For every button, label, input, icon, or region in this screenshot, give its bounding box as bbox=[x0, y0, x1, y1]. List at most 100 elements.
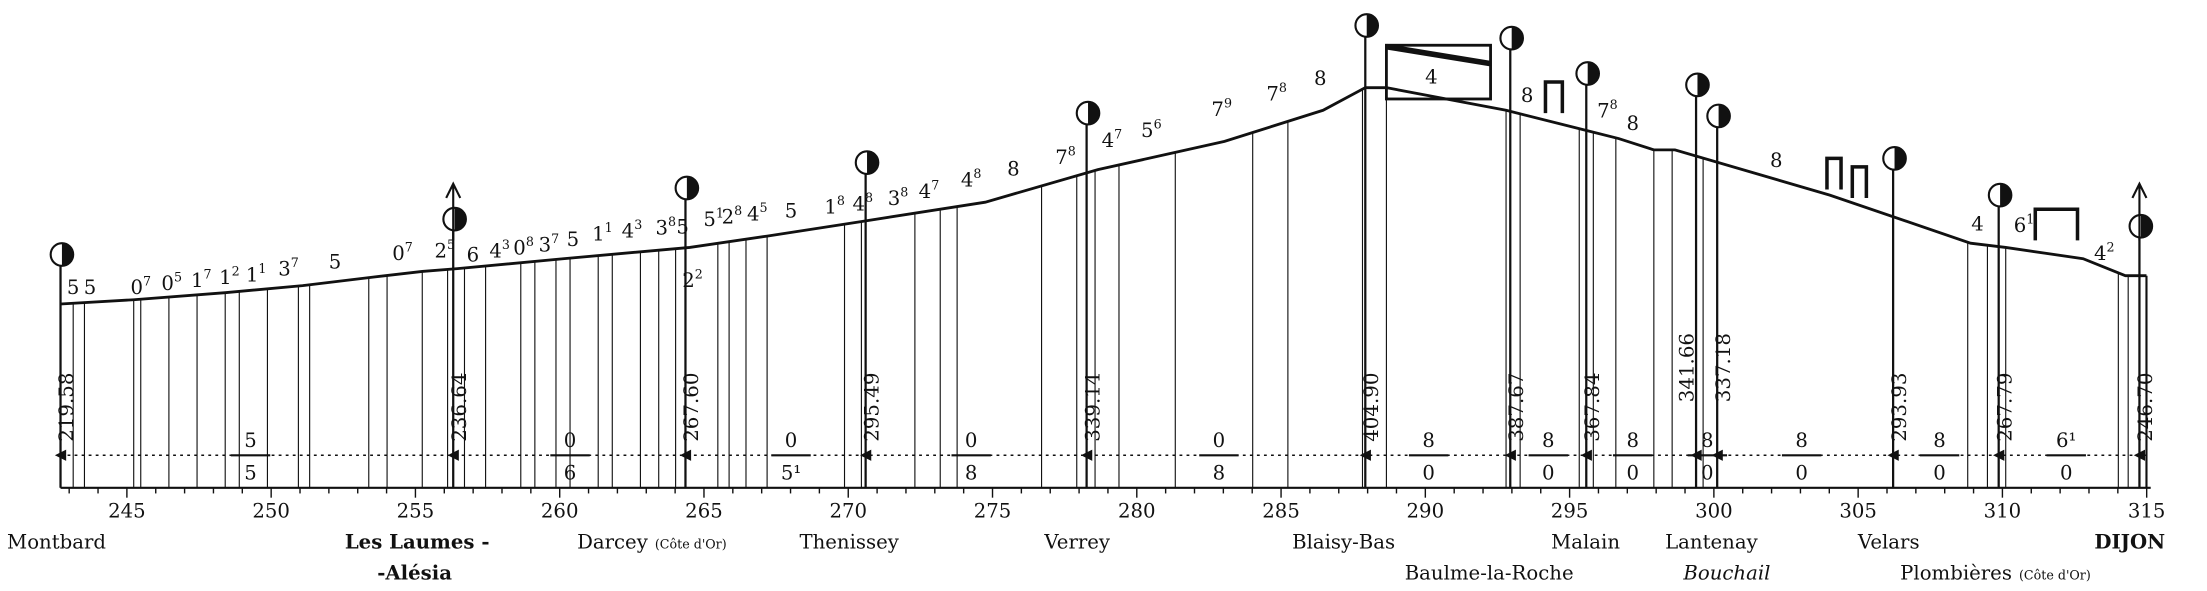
gradient-label: 5 bbox=[676, 215, 689, 238]
altitude-label: 295.49 bbox=[860, 373, 883, 442]
section-top: 6¹ bbox=[2056, 429, 2076, 452]
altitude-label: 236.64 bbox=[448, 373, 471, 442]
gradient-sup: 1 bbox=[605, 220, 613, 235]
section-bottom: 8 bbox=[1213, 461, 1226, 484]
km-label: 305 bbox=[1839, 499, 1877, 522]
section-bottom: 0 bbox=[1795, 461, 1808, 484]
section-top: 8 bbox=[1542, 429, 1555, 452]
gradient-base: 2 bbox=[682, 269, 695, 292]
station-name-text: Lantenay bbox=[1665, 531, 1758, 554]
section-bottom: 0 bbox=[1933, 461, 1946, 484]
altitude-label: 267.60 bbox=[680, 373, 703, 442]
arrow bbox=[1887, 449, 1899, 461]
gradient-base: 8 bbox=[1007, 157, 1020, 180]
gradient-label: 5 bbox=[84, 276, 97, 299]
tunnel-box bbox=[1385, 43, 1492, 101]
station-note: (Côte d'Or) bbox=[2019, 568, 2091, 583]
gradient-label: 48 bbox=[961, 166, 982, 192]
gradient-sup: 2 bbox=[232, 264, 240, 279]
gradient-base: 5 bbox=[785, 200, 798, 223]
gradient-sup: 7 bbox=[1114, 127, 1122, 142]
gradient-label: 11 bbox=[592, 220, 613, 246]
gradient-label: 07 bbox=[392, 240, 413, 266]
station-name-text: Montbard bbox=[7, 531, 106, 554]
gradient-sup: 8 bbox=[526, 234, 534, 249]
gradient-base: 3 bbox=[888, 187, 901, 210]
gradient-sup: 7 bbox=[931, 177, 939, 192]
structure-mark bbox=[2033, 207, 2080, 241]
km-label: 275 bbox=[974, 499, 1012, 522]
signal-half bbox=[1366, 14, 1378, 37]
section-top: 0 bbox=[1213, 429, 1226, 452]
gradient-base: 6 bbox=[467, 244, 480, 267]
section-bottom: 8 bbox=[965, 461, 978, 484]
station-name: Plombières (Côte d'Or) bbox=[1900, 562, 2091, 585]
gradient-label: 8 bbox=[1626, 112, 1639, 135]
gradient-base: 0 bbox=[513, 236, 526, 259]
arrow bbox=[1993, 449, 2005, 461]
gradient-sup: 5 bbox=[174, 269, 182, 284]
altitude-label: 246.70 bbox=[2134, 373, 2157, 442]
station-name: DIJON bbox=[2094, 530, 2165, 554]
gradient-label: 37 bbox=[539, 231, 560, 257]
station-name: Montbard bbox=[7, 531, 106, 554]
station-note: (Côte d'Or) bbox=[655, 537, 727, 552]
altitude-label: 404.90 bbox=[1360, 373, 1383, 442]
station-name-text: Blaisy-Bas bbox=[1292, 531, 1395, 554]
gradient-base: 4 bbox=[489, 239, 502, 262]
altitude-label: 293.93 bbox=[1888, 373, 1911, 442]
gradient-sup: 2 bbox=[695, 267, 703, 282]
gradient-base: 7 bbox=[1597, 99, 1610, 122]
signal-half bbox=[867, 151, 879, 174]
station-name-text: Plombières bbox=[1900, 562, 2012, 585]
gradient-label: 43 bbox=[622, 217, 643, 243]
section-bottom: 0 bbox=[1422, 461, 1435, 484]
section-top: 8 bbox=[1701, 429, 1714, 452]
signal-half bbox=[1718, 104, 1730, 128]
signal-half bbox=[1697, 73, 1709, 97]
gradient-sup: 9 bbox=[1224, 95, 1232, 110]
gradient-label: 5 bbox=[329, 251, 342, 274]
arrow bbox=[1504, 449, 1516, 461]
arrow bbox=[859, 449, 872, 461]
gradient-base: 1 bbox=[824, 195, 837, 218]
signal-half bbox=[686, 176, 699, 200]
gradient-base: 7 bbox=[1211, 98, 1224, 121]
station-name-text: Darcey bbox=[577, 531, 649, 554]
gradient-label: 38 bbox=[655, 214, 676, 240]
station-name: Thenissey bbox=[799, 531, 899, 554]
altitude-group: 267.60 bbox=[680, 373, 703, 442]
gradient-sup: 8 bbox=[865, 190, 873, 205]
km-label: 285 bbox=[1262, 499, 1300, 522]
direction-arrow bbox=[2131, 181, 2148, 241]
gradient-label: 42 bbox=[2094, 240, 2115, 266]
gradient-base: 4 bbox=[1425, 65, 1438, 88]
station-name: Blaisy-Bas bbox=[1292, 531, 1395, 554]
arrow bbox=[1359, 449, 1371, 461]
altitude-label: 339.14 bbox=[1081, 373, 1104, 442]
gradient-base: 5 bbox=[329, 251, 342, 274]
km-label: 315 bbox=[2128, 499, 2166, 522]
gradient-base: 2 bbox=[434, 239, 447, 262]
gradient-sup: 8 bbox=[1068, 143, 1076, 158]
km-label: 290 bbox=[1407, 499, 1445, 522]
gradient-base: 0 bbox=[161, 272, 174, 295]
gradient-sup: 8 bbox=[668, 214, 676, 229]
station-name-text: Velars bbox=[1857, 531, 1920, 554]
gradient-label: 5 bbox=[567, 228, 580, 251]
station-name-text: Bouchail bbox=[1682, 562, 1770, 585]
gradient-sup: 8 bbox=[1279, 80, 1287, 95]
gradient-label: 12 bbox=[219, 264, 240, 290]
section-top: 0 bbox=[785, 429, 798, 452]
gradient-base: 4 bbox=[919, 180, 932, 203]
section-top: 0 bbox=[965, 429, 978, 452]
section-bottom: 5¹ bbox=[781, 461, 801, 484]
arrow bbox=[447, 449, 459, 461]
profile-line bbox=[60, 86, 2147, 306]
altitude-label: 219.58 bbox=[55, 373, 78, 442]
altitude-group: 293.93 bbox=[1888, 373, 1911, 442]
station-name: Darcey (Côte d'Or) bbox=[577, 531, 727, 554]
section-bottom: 5 bbox=[244, 461, 257, 484]
